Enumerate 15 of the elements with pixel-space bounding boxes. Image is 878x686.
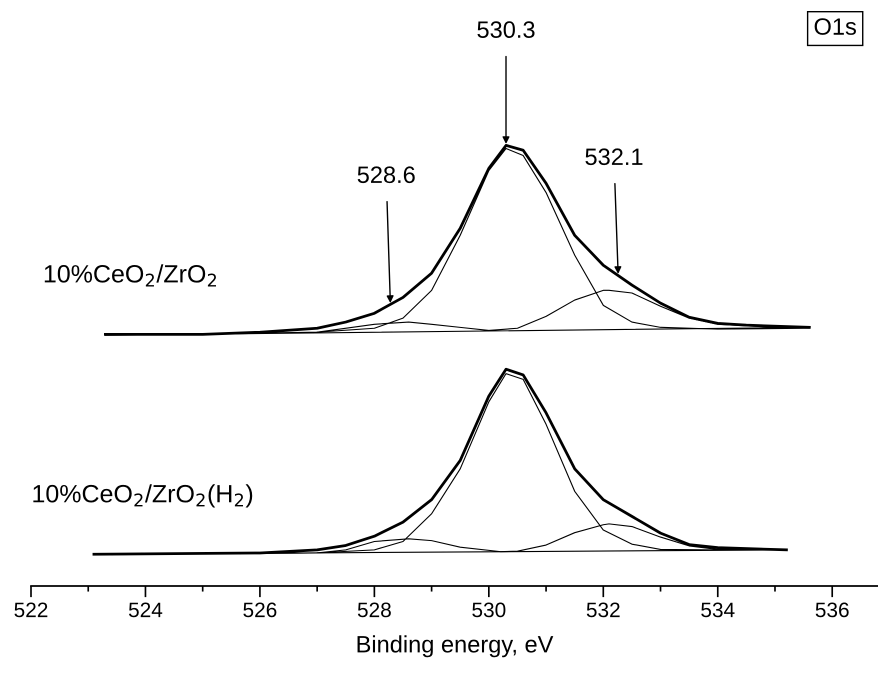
annotation: 532.1 <box>585 148 642 166</box>
annotation: 530.3 <box>477 21 535 38</box>
x-tick-label: 526 <box>243 602 276 618</box>
text: O1s <box>814 18 856 35</box>
x-tick-label: 524 <box>128 602 162 618</box>
x-tick-label: 534 <box>701 602 735 618</box>
x-tick-label: 532 <box>586 602 620 618</box>
x-tick-label: 528 <box>358 602 391 618</box>
x-tick-label: 536 <box>816 602 849 618</box>
series-label: 10%CeO$_{2}$/ZrO$_{2}$ <box>44 264 216 287</box>
x-axis-title: Binding energy, eV <box>358 635 554 658</box>
x-tick-label: 522 <box>14 602 48 618</box>
x-tick-label: 530 <box>472 602 506 618</box>
annotation: 528.6 <box>358 166 415 184</box>
series-label: 10%CeO$_{2}$/ZrO$_{2}$(H$_{2}$) <box>33 484 252 508</box>
